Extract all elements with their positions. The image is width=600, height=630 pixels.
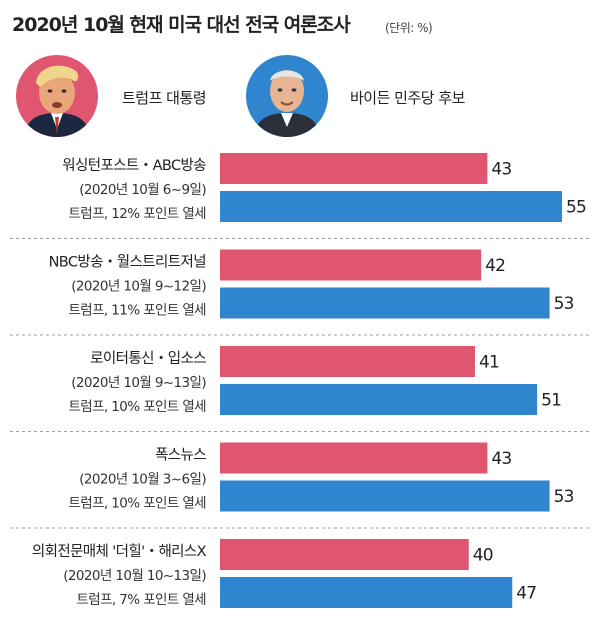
unit-label: (단위: %) [385,21,433,35]
bar-biden [220,577,513,608]
bar-biden [220,191,562,222]
biden-portrait-icon [246,55,328,137]
bar-trump [220,249,482,281]
poll-date: (2020년 10월 9~12일) [71,279,206,295]
value-label-trump: 41 [479,353,499,373]
value-label-biden: 53 [554,294,574,314]
value-label-biden: 51 [541,391,561,411]
poll-name: NBC방송・월스트리트저널 [49,254,206,271]
bar-trump [220,442,488,474]
value-label-trump: 40 [473,546,493,566]
poll-note: 트럼프, 12% 포인트 열세 [68,206,206,222]
poll-note: 트럼프, 10% 포인트 열세 [68,399,206,415]
value-label-trump: 43 [491,449,511,469]
poll-date: (2020년 10월 3~6일) [79,472,206,488]
bar-biden [220,480,550,512]
poll-date: (2020년 10월 6~9일) [79,182,206,198]
poll-note: 트럼프, 10% 포인트 열세 [68,496,206,512]
value-label-biden: 47 [516,584,536,604]
bar-trump [220,539,469,570]
poll-name: 로이터통신・입소스 [90,350,206,367]
poll-note: 트럼프, 11% 포인트 열세 [68,303,206,319]
bar-trump [220,153,488,184]
value-label-biden: 55 [566,198,586,218]
poll-name: 워싱턴포스트・ABC방송 [62,157,206,174]
legend-trump: 트럼프 대통령 [122,89,207,107]
value-label-trump: 42 [485,256,505,276]
value-label-biden: 53 [554,487,574,507]
poll-note: 트럼프, 7% 포인트 열세 [76,592,206,608]
bar-trump [220,346,475,377]
poll-date: (2020년 10월 10~13일) [63,568,206,584]
bar-biden [220,287,550,319]
value-label-trump: 43 [491,160,511,180]
trump-portrait-icon [16,55,98,137]
poll-name: 의회전문매체 '더힐'・해리스X [32,543,207,560]
bar-biden [220,384,538,415]
poll-name: 폭스뉴스 [155,448,206,464]
chart-title: 2020년 10월 현재 미국 대선 전국 여론조사 [12,14,351,36]
legend-biden: 바이든 민주당 후보 [350,89,465,107]
poll-date: (2020년 10월 9~13일) [71,375,206,391]
